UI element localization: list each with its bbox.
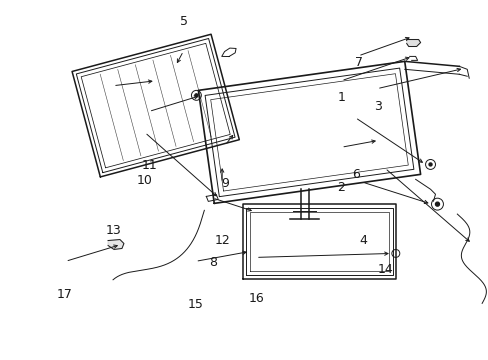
Text: 16: 16 — [248, 292, 264, 305]
Text: 17: 17 — [57, 288, 73, 301]
Text: 11: 11 — [142, 159, 158, 172]
Polygon shape — [108, 239, 123, 249]
Text: 14: 14 — [377, 263, 392, 276]
Text: 10: 10 — [137, 174, 153, 186]
Text: 15: 15 — [188, 298, 203, 311]
Text: 5: 5 — [180, 14, 187, 27]
Text: 3: 3 — [373, 100, 381, 113]
Text: 9: 9 — [221, 177, 228, 190]
Text: 4: 4 — [359, 234, 366, 247]
Text: 13: 13 — [105, 224, 121, 237]
Circle shape — [428, 163, 431, 166]
Circle shape — [435, 202, 439, 206]
Text: 1: 1 — [337, 91, 345, 104]
Polygon shape — [406, 40, 420, 46]
Text: 7: 7 — [354, 55, 362, 69]
Text: 2: 2 — [337, 181, 345, 194]
Text: 8: 8 — [208, 256, 217, 269]
Text: 12: 12 — [214, 234, 230, 247]
Circle shape — [195, 94, 198, 97]
Text: 6: 6 — [351, 168, 359, 181]
